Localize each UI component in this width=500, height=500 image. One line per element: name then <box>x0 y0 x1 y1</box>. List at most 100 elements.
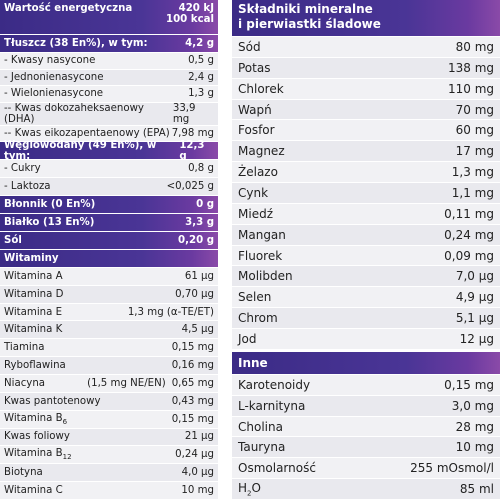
item-value: 0,24 µg <box>175 449 214 461</box>
subscript: 6 <box>62 417 68 426</box>
item-name: - Cukry <box>4 163 41 174</box>
row: Chlorek 110 mg <box>232 78 500 100</box>
item-name: Witamina K <box>4 324 62 335</box>
row: Cholina 28 mg <box>232 416 500 438</box>
item-value: 21 µg <box>184 431 214 443</box>
item-name: Jod <box>238 332 257 346</box>
name-text: Witamina B <box>4 412 63 424</box>
item-value: 60 mg <box>455 123 494 138</box>
row: Sód 80 mg <box>232 37 500 58</box>
item-name: Witamina C <box>4 485 63 496</box>
energy-value: 420 kJ <box>178 3 214 14</box>
mineral-items: Sód 80 mg Potas 138 mg Chlorek 110 mg Wapń 70 m… <box>232 37 500 350</box>
section-header: Tłuszcz (38 En%), w tym: 4,2 g <box>0 35 218 52</box>
section-items: Witamina A 61 µg Witamina D 0,70 µg Witamina… <box>0 267 218 500</box>
row: Selen 4,9 µg <box>232 287 500 309</box>
item-name: Tauryna <box>238 440 285 454</box>
row: Osmolarność 255 mOsmol/l <box>232 458 500 480</box>
item-name: Potas <box>238 61 270 75</box>
item-value: 7,98 mg <box>171 127 214 139</box>
name-text: Molibden <box>238 269 293 284</box>
item-name: Witamina E <box>4 307 62 318</box>
item-name: Fosfor <box>238 123 275 137</box>
name-text: L-karnityna <box>238 398 306 413</box>
item-name: H2O <box>238 481 261 497</box>
name-text: Cynk <box>238 185 269 200</box>
item-value: 3,0 mg <box>451 398 494 413</box>
row: Tauryna 10 mg <box>232 437 500 459</box>
section-name: Węglowodany (49 En%), w tym: <box>4 139 157 162</box>
item-value: 0,43 mg <box>171 395 214 407</box>
minerals-header: Składniki mineralne i pierwiastki śladowe <box>232 0 500 36</box>
item-value: 110 mg <box>447 81 494 96</box>
item-name: Magnez <box>238 144 285 158</box>
name-text: Miedź <box>238 206 273 221</box>
item-value: 0,8 g <box>188 163 214 175</box>
section-header: Węglowodany (49 En%), w tym: 12,3 g <box>0 139 218 162</box>
row: H2O 85 ml <box>232 479 500 500</box>
row: L-karnityna 3,0 mg <box>232 395 500 417</box>
item-value: 0,11 mg <box>444 206 494 221</box>
item-name: - Jednonienasycone <box>4 72 104 83</box>
name-text: Sód <box>238 39 261 54</box>
title-line: Składniki mineralne <box>238 2 373 16</box>
other-items: Karotenoidy 0,15 mg L-karnityna 3,0 mg Choli… <box>232 374 500 500</box>
energy-label: Wartość energetyczna <box>4 3 133 14</box>
row: Witamina B6 0,15 mg <box>0 410 218 428</box>
energy-values: 420 kJ 100 kcal <box>166 3 214 25</box>
item-name: Niacyna <box>4 378 45 389</box>
item-name: Wapń <box>238 103 272 117</box>
item-name: Miedź <box>238 207 273 221</box>
item-value: 0,15 mg <box>171 342 214 354</box>
row: Potas 138 mg <box>232 57 500 79</box>
name-text: Osmolarność <box>238 461 316 476</box>
item-value: 0,5 g <box>188 55 214 67</box>
item-value: 1,3 mg (α-TE/ET) <box>127 306 214 318</box>
row: - Jednonienasycone 2,4 g <box>0 69 218 86</box>
item-value: 80 mg <box>455 39 494 54</box>
row: - Laktoza <0,025 g <box>0 178 218 195</box>
item-value: 7,0 µg <box>455 269 494 284</box>
item-value: 0,24 mg <box>444 227 494 242</box>
section-value: 0,20 g <box>178 234 214 246</box>
item-name: Chrom <box>238 311 278 325</box>
item-name: - Wielonienasycone <box>4 88 103 99</box>
row: Wapń 70 mg <box>232 99 500 121</box>
row: Żelazo 1,3 mg <box>232 162 500 184</box>
item-value: 138 mg <box>447 60 494 75</box>
name-text: Kwas pantotenowy <box>4 395 101 407</box>
name-text: Biotyna <box>4 467 43 479</box>
row: Witamina K 4,5 µg <box>0 321 218 339</box>
name-text: Witamina D <box>4 288 64 300</box>
item-value: 85 ml <box>459 482 494 497</box>
item-name: Mangan <box>238 228 286 242</box>
item-value: 0,16 mg <box>171 360 214 372</box>
item-value: 0,09 mg <box>444 248 494 263</box>
item-name: Cholina <box>238 420 283 434</box>
other-title: Inne <box>238 355 268 370</box>
item-name: L-karnityna <box>238 399 305 413</box>
item-name: - Kwasy nasycone <box>4 55 95 66</box>
section-value: 4,2 g <box>185 38 214 49</box>
title-line: i pierwiastki śladowe <box>238 17 381 31</box>
name-text: Potas <box>238 60 271 75</box>
item-value: 1,1 mg <box>451 185 494 200</box>
item-value: 2,4 g <box>188 71 214 83</box>
item-name: Witamina D <box>4 289 63 300</box>
item-value: 33,9 mg <box>172 102 196 125</box>
section-name: Tłuszcz (38 En%), w tym: <box>4 38 148 49</box>
item-name: Osmolarność <box>238 461 316 475</box>
other-header: Inne <box>232 351 500 374</box>
name-text: Tiamina <box>4 342 45 354</box>
name-text: Niacyna <box>4 377 46 389</box>
name-text: Karotenoidy <box>238 377 311 392</box>
name-text: - Cukry <box>4 163 41 175</box>
subscript: 12 <box>62 453 72 462</box>
item-value: 4,0 µg <box>181 467 214 479</box>
section-name: Sól <box>4 234 22 246</box>
name-text: Żelazo <box>238 165 278 180</box>
item-value: 1,3 mg <box>451 165 494 180</box>
item-name: Selen <box>238 290 271 304</box>
item-value: 0,15 mg <box>444 377 494 392</box>
